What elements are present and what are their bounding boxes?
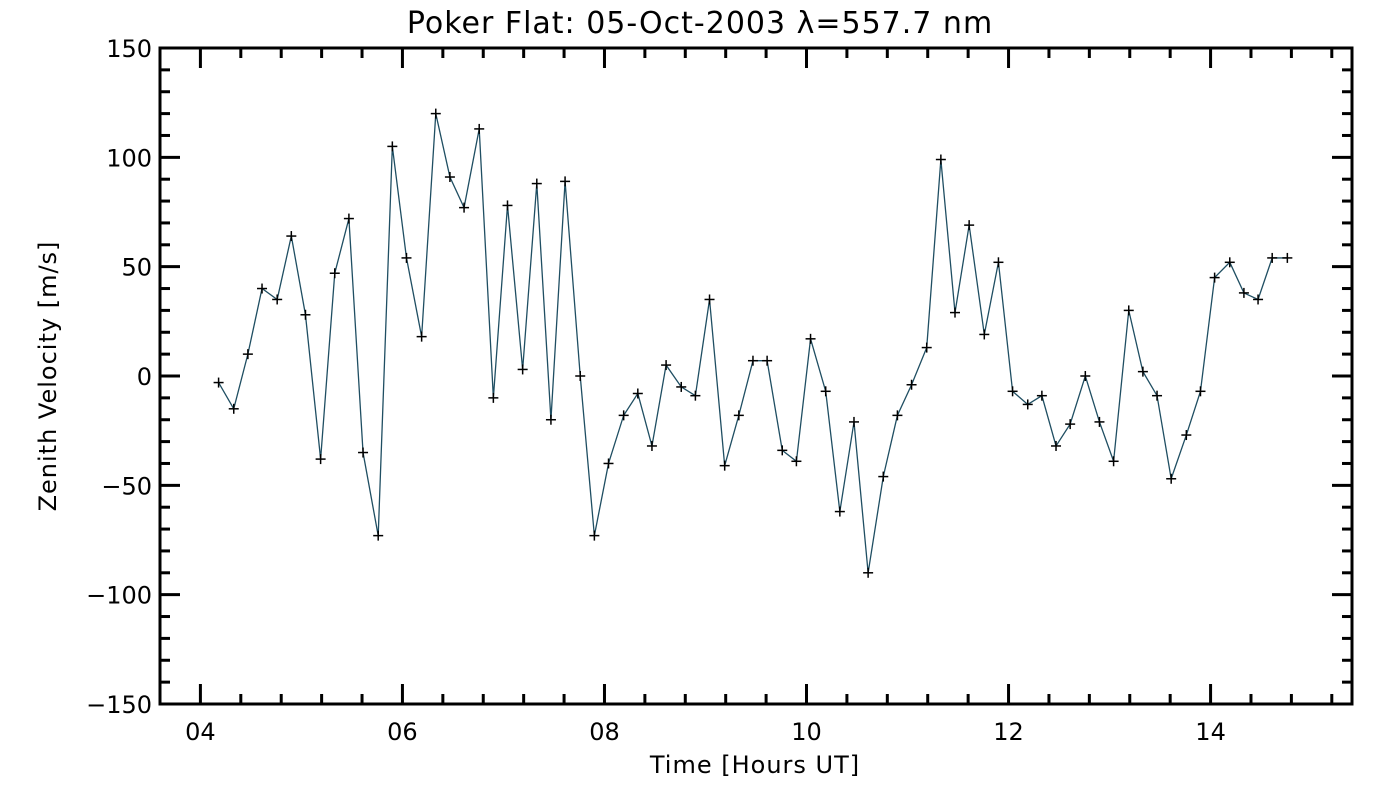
data-point — [979, 329, 990, 340]
data-point — [791, 456, 802, 467]
data-point — [1123, 305, 1134, 316]
data-point — [1181, 430, 1192, 441]
y-tick-label: −150 — [86, 691, 152, 719]
data-point — [430, 108, 441, 119]
data-point — [1209, 272, 1220, 283]
x-tick-label: 14 — [1195, 718, 1226, 746]
data-point — [762, 355, 773, 366]
data-point — [1267, 252, 1278, 263]
data-point — [690, 390, 701, 401]
data-point — [747, 355, 758, 366]
data-point — [300, 309, 311, 320]
data-point — [733, 410, 744, 421]
data-point — [1137, 366, 1148, 377]
data-point — [286, 231, 297, 242]
data-point — [848, 416, 859, 427]
data-point — [242, 349, 253, 360]
data-point — [373, 530, 384, 541]
data-point — [488, 392, 499, 403]
data-point — [1108, 456, 1119, 467]
data-point — [387, 141, 398, 152]
data-point — [950, 307, 961, 318]
axis-ticks — [158, 46, 1352, 706]
x-axis-label: Time [Hours UT] — [649, 751, 860, 779]
x-tick-label: 12 — [993, 718, 1024, 746]
data-point — [704, 294, 715, 305]
data-point — [618, 410, 629, 421]
data-point — [272, 294, 283, 305]
data-point — [834, 506, 845, 517]
data-point — [632, 388, 643, 399]
chart-title: Poker Flat: 05-Oct-2003 λ=557.7 nm — [407, 6, 993, 41]
data-point — [1080, 371, 1091, 381]
data-point — [459, 202, 470, 213]
x-tick-label: 06 — [387, 718, 418, 746]
data-point — [1036, 390, 1047, 401]
data-point — [315, 454, 326, 465]
series-layer — [213, 108, 1293, 578]
y-tick-label: −50 — [101, 472, 152, 500]
data-point — [603, 458, 614, 469]
data-point — [1282, 252, 1293, 263]
data-point — [805, 333, 816, 344]
data-point — [1094, 416, 1105, 427]
x-tick-label: 08 — [589, 718, 620, 746]
data-point — [964, 220, 975, 231]
data-point — [777, 445, 788, 456]
y-tick-label: 50 — [121, 254, 152, 282]
y-tick-label: 0 — [137, 363, 152, 391]
data-point — [575, 371, 586, 381]
data-point — [863, 567, 874, 578]
data-point — [444, 172, 455, 183]
data-point — [1195, 386, 1206, 397]
data-point — [676, 381, 687, 392]
data-point — [1238, 287, 1249, 298]
data-point — [878, 471, 889, 482]
y-tick-label: 100 — [106, 144, 152, 172]
data-point — [589, 530, 600, 541]
data-point — [401, 252, 412, 263]
data-point — [531, 178, 542, 189]
y-tick-label: −100 — [86, 582, 152, 610]
x-tick-label: 04 — [185, 718, 216, 746]
data-point — [935, 154, 946, 165]
data-point — [517, 364, 528, 375]
tick-labels: 04 06 08 10 12 14 −150 −100 −50 0 50 100 150 — [86, 35, 1226, 746]
data-point — [416, 331, 427, 342]
data-point — [1022, 399, 1033, 410]
data-point — [1224, 257, 1235, 268]
data-point — [545, 414, 556, 425]
data-point — [906, 379, 917, 390]
data-point — [1166, 473, 1177, 484]
data-point — [892, 410, 903, 421]
data-point — [228, 403, 239, 414]
data-point — [1253, 294, 1264, 305]
data-point — [1051, 440, 1062, 451]
data-point — [921, 342, 932, 353]
data-point — [358, 447, 369, 458]
data-point — [719, 460, 730, 471]
data-point — [1007, 386, 1018, 397]
data-point — [646, 440, 657, 451]
data-point — [474, 123, 485, 134]
data-point — [661, 360, 672, 371]
data-point — [213, 377, 224, 388]
data-point — [343, 213, 354, 224]
y-tick-label: 150 — [106, 35, 152, 63]
data-point — [820, 386, 831, 397]
data-point — [560, 176, 571, 187]
data-point — [993, 257, 1004, 268]
data-point — [1152, 390, 1163, 401]
y-axis-label: Zenith Velocity [m/s] — [34, 241, 62, 512]
data-point — [502, 200, 513, 211]
data-point — [329, 268, 340, 279]
data-point — [1065, 419, 1076, 430]
data-point — [257, 283, 268, 294]
x-tick-label: 10 — [791, 718, 822, 746]
